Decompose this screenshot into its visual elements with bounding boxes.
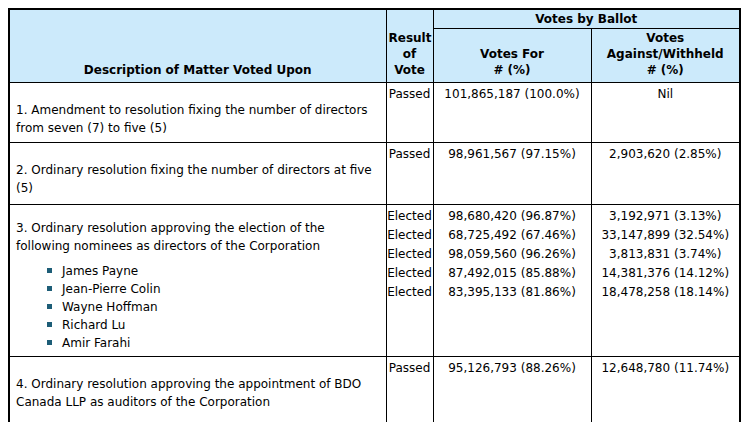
matter-1-result-cell: Passed [386,83,433,143]
votes-against-value: Nil [593,85,739,104]
nominee-item: Amir Farahi [47,334,380,352]
header-votes-for: Votes For # (%) [433,29,591,83]
votes-for-value: 98,961,567 (97.15%) [435,145,590,164]
votes-for-value: 83,395,133 (81.86%) [435,283,590,302]
matter-4-result-cell: Passed [386,357,433,422]
result-value: Elected [387,245,433,264]
result-value: Elected [387,207,433,226]
matter-4-description-cell: 4. Ordinary resolution approving the app… [9,357,386,422]
votes-against-value: 18,478,258 (18.14%) [593,283,739,302]
square-bullet-icon [47,322,52,327]
nominee-item: James Payne [47,262,380,280]
votes-for-value: 98,059,560 (96.26%) [435,245,590,264]
result-value: Elected [387,226,433,245]
header-row-ballot: Description of Matter Voted Upon Result … [9,9,740,29]
votes-for-value: 87,492,015 (85.88%) [435,264,590,283]
nominee-name: Wayne Hoffman [62,300,158,314]
result-value: Passed [387,145,433,164]
header-votes-by-ballot: Votes by Ballot [433,9,740,29]
result-value: Passed [387,359,433,378]
nominee-name: Richard Lu [62,318,125,332]
table-row-matter-4: 4. Ordinary resolution approving the app… [9,357,740,422]
document-page: Description of Matter Voted Upon Result … [0,0,747,422]
matter-3-votes-for-cell: 98,680,420 (96.87%) 68,725,492 (67.46%) … [433,205,591,357]
matter-2-votes-against-cell: 2,903,620 (2.85%) [591,143,740,205]
matter-1-votes-against-cell: Nil [591,83,740,143]
matter-1-description-cell: 1. Amendment to resolution fixing the nu… [9,83,386,143]
votes-against-value: 3,813,831 (3.74%) [593,245,739,264]
matter-4-votes-for-cell: 95,126,793 (88.26%) [433,357,591,422]
votes-against-value: 2,903,620 (2.85%) [593,145,739,164]
matter-2-description: 2. Ordinary resolution fixing the number… [16,161,380,197]
nominee-name: Amir Farahi [62,336,130,350]
result-value: Elected [387,283,433,302]
matter-3-result-cell: Elected Elected Elected Elected Elected [386,205,433,357]
votes-against-value: 12,648,780 (11.74%) [593,359,739,378]
votes-for-value: 68,725,492 (67.46%) [435,226,590,245]
square-bullet-icon [47,340,52,345]
header-description-of-matter: Description of Matter Voted Upon [9,9,386,83]
nominee-item: Jean-Pierre Colin [47,280,380,298]
matter-2-description-cell: 2. Ordinary resolution fixing the number… [9,143,386,205]
votes-for-value: 101,865,187 (100.0%) [435,85,590,104]
matter-2-result-cell: Passed [386,143,433,205]
matter-1-description: 1. Amendment to resolution fixing the nu… [16,101,380,137]
matter-4-description: 4. Ordinary resolution approving the app… [16,375,380,411]
result-value: Passed [387,85,433,104]
matter-1-votes-for-cell: 101,865,187 (100.0%) [433,83,591,143]
nominee-name: James Payne [62,264,138,278]
square-bullet-icon [47,286,52,291]
table-row-matter-3: 3. Ordinary resolution approving the ele… [9,205,740,357]
nominee-item: Richard Lu [47,316,380,334]
voting-results-table: Description of Matter Voted Upon Result … [8,8,741,422]
nominee-list: James Payne Jean-Pierre Colin Wayne Hoff… [47,262,380,352]
square-bullet-icon [47,304,52,309]
square-bullet-icon [47,268,52,273]
votes-against-value: 33,147,899 (32.54%) [593,226,739,245]
table-row-matter-2: 2. Ordinary resolution fixing the number… [9,143,740,205]
votes-for-value: 98,680,420 (96.87%) [435,207,590,226]
votes-for-value: 95,126,793 (88.26%) [435,359,590,378]
header-result-of-vote: Result of Vote [386,9,433,83]
nominee-name: Jean-Pierre Colin [62,282,160,296]
nominee-item: Wayne Hoffman [47,298,380,316]
matter-3-description: 3. Ordinary resolution approving the ele… [16,219,380,255]
matter-3-votes-against-cell: 3,192,971 (3.13%) 33,147,899 (32.54%) 3,… [591,205,740,357]
votes-against-value: 3,192,971 (3.13%) [593,207,739,226]
result-value: Elected [387,264,433,283]
matter-2-votes-for-cell: 98,961,567 (97.15%) [433,143,591,205]
matter-4-votes-against-cell: 12,648,780 (11.74%) [591,357,740,422]
votes-against-value: 14,381,376 (14.12%) [593,264,739,283]
table-row-matter-1: 1. Amendment to resolution fixing the nu… [9,83,740,143]
header-votes-against-withheld: Votes Against/Withheld # (%) [591,29,740,83]
matter-3-description-cell: 3. Ordinary resolution approving the ele… [9,205,386,357]
